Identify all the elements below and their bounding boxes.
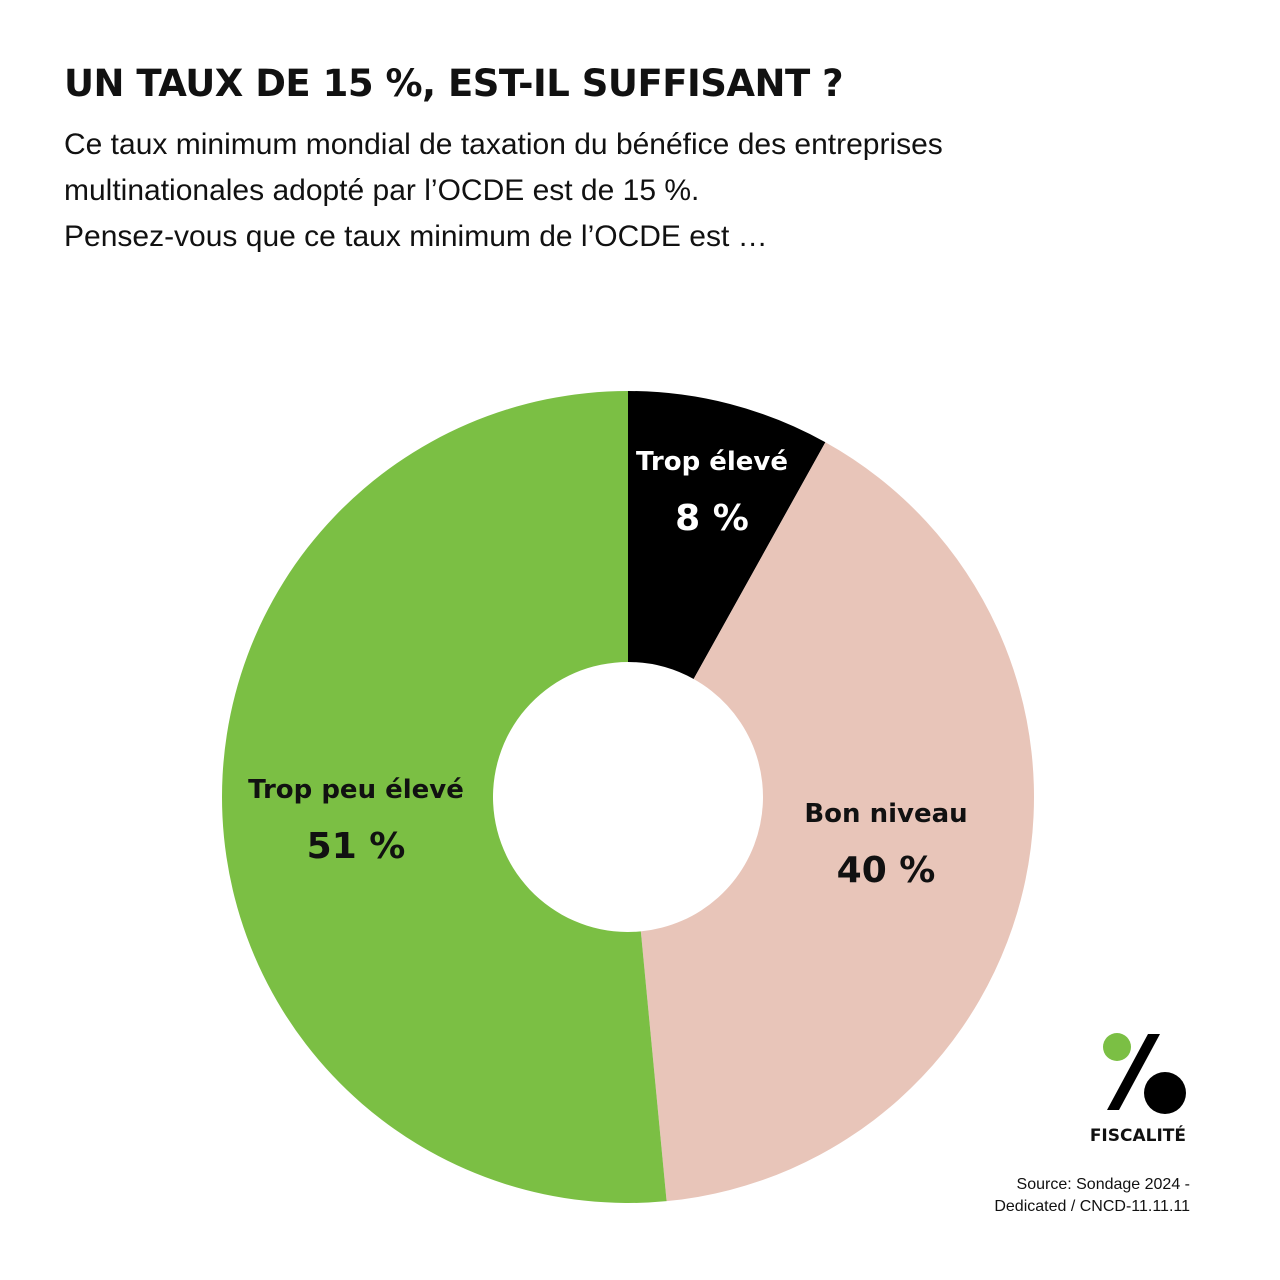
subtitle-line: multinationales adopté par l’OCDE est de… [64, 174, 700, 207]
slice-bon-niveau [640, 442, 1034, 1202]
slice-label: Bon niveau [804, 799, 967, 829]
page-title: UN TAUX DE 15 %, EST-IL SUFFISANT ? [64, 62, 844, 105]
slice-label: Trop peu élevé [248, 775, 464, 805]
source-line: Source: Sondage 2024 - [1016, 1176, 1190, 1193]
source-note: Source: Sondage 2024 - Dedicated / CNCD-… [994, 1174, 1190, 1218]
logo-dot-black [1144, 1072, 1186, 1114]
slice-value-label: 40 % [837, 850, 936, 891]
slice-trop-peu-lev- [222, 391, 667, 1203]
slice-trop-lev- [628, 391, 826, 680]
fiscalite-logo-icon [1103, 1033, 1186, 1114]
subtitle-line: Ce taux minimum mondial de taxation du b… [64, 128, 943, 161]
subtitle: Ce taux minimum mondial de taxation du b… [64, 122, 1214, 260]
slice-value-label: 51 % [307, 826, 406, 867]
logo-dot-green [1103, 1033, 1131, 1061]
logo-slash [1107, 1034, 1160, 1110]
logo-text: FISCALITÉ [1089, 1126, 1186, 1146]
source-line: Dedicated / CNCD-11.11.11 [994, 1198, 1190, 1215]
slice-value-label: 8 % [675, 498, 749, 539]
subtitle-line: Pensez-vous que ce taux minimum de l’OCD… [64, 220, 768, 253]
slice-label: Trop élevé [636, 447, 788, 477]
